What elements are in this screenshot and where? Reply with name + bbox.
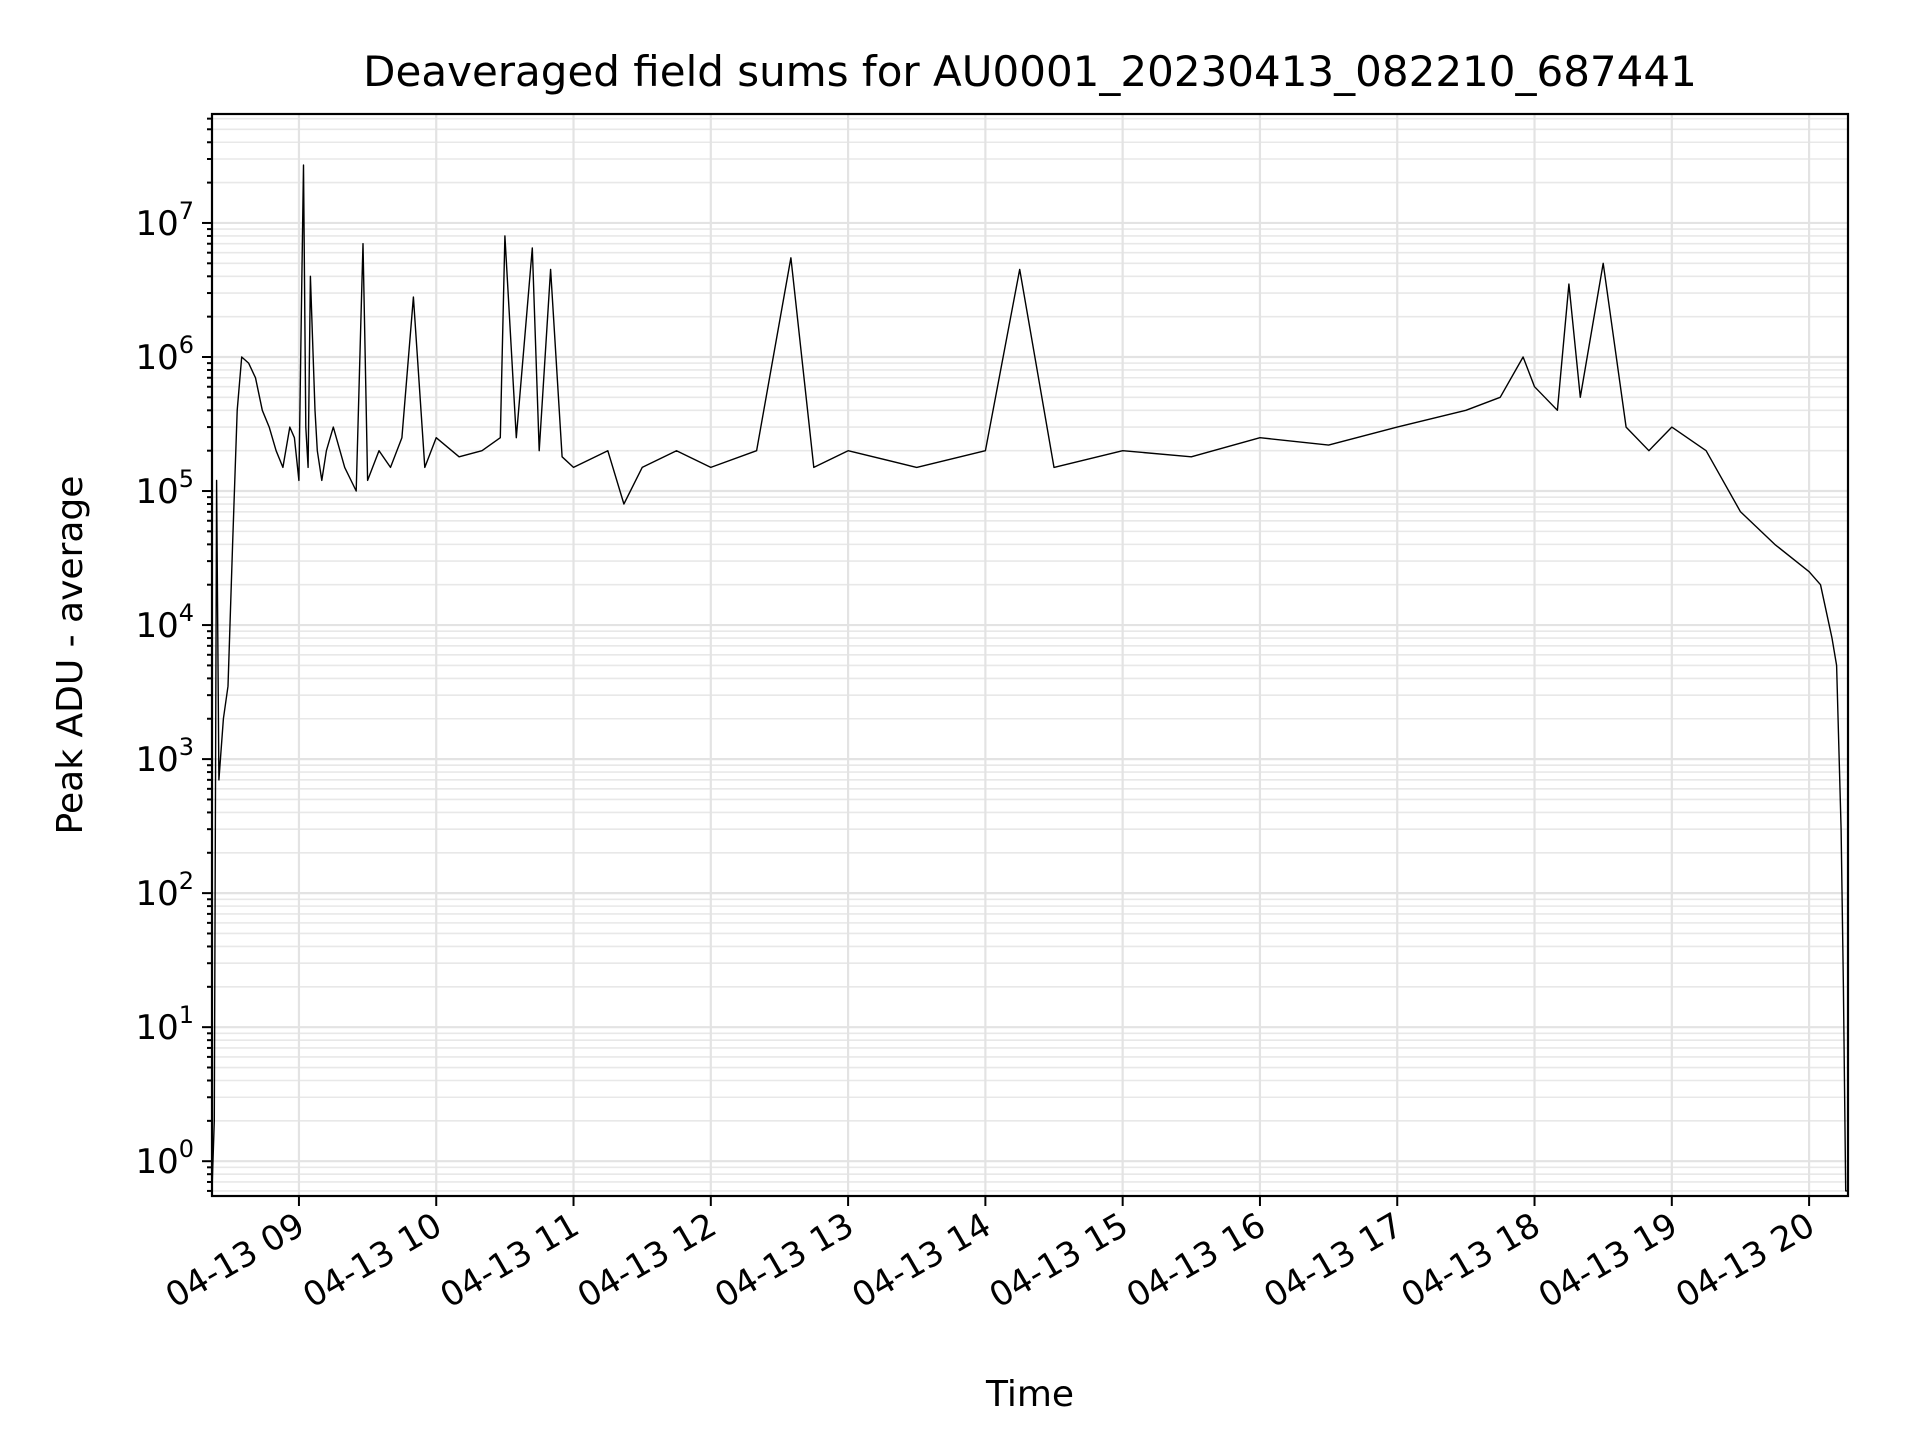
y-tick-label: 106 [135, 331, 194, 378]
series-layer [211, 164, 1848, 1192]
y-axis-label: Peak ADU - average [50, 476, 91, 835]
series-line [211, 164, 1848, 1192]
x-tick-label: 04-13 14 [845, 1205, 997, 1316]
y-tick-label: 104 [135, 599, 194, 646]
x-tick-label: 04-13 17 [1257, 1205, 1409, 1316]
x-tick-label: 04-13 09 [159, 1205, 311, 1316]
x-tick-label: 04-13 12 [571, 1205, 723, 1316]
chart-title: Deaveraged field sums for AU0001_2023041… [363, 47, 1697, 96]
x-tick-label: 04-13 19 [1532, 1205, 1684, 1316]
x-tick-label: 04-13 15 [983, 1205, 1135, 1316]
x-tick-label: 04-13 18 [1395, 1205, 1547, 1316]
y-tick-label: 100 [135, 1135, 194, 1182]
x-tick-label: 04-13 11 [434, 1205, 586, 1316]
x-axis-label: Time [985, 1374, 1074, 1415]
y-tick-label: 103 [135, 733, 194, 780]
y-tick-label: 107 [135, 197, 194, 244]
x-tick-label: 04-13 20 [1669, 1205, 1821, 1316]
y-tick-label: 102 [135, 867, 194, 914]
y-tick-label: 105 [135, 465, 194, 512]
x-tick-label: 04-13 10 [296, 1205, 448, 1316]
x-tick-label: 04-13 13 [708, 1205, 860, 1316]
x-tick-label: 04-13 16 [1120, 1205, 1272, 1316]
y-tick-label: 101 [135, 1001, 194, 1048]
grid [212, 114, 1848, 1196]
